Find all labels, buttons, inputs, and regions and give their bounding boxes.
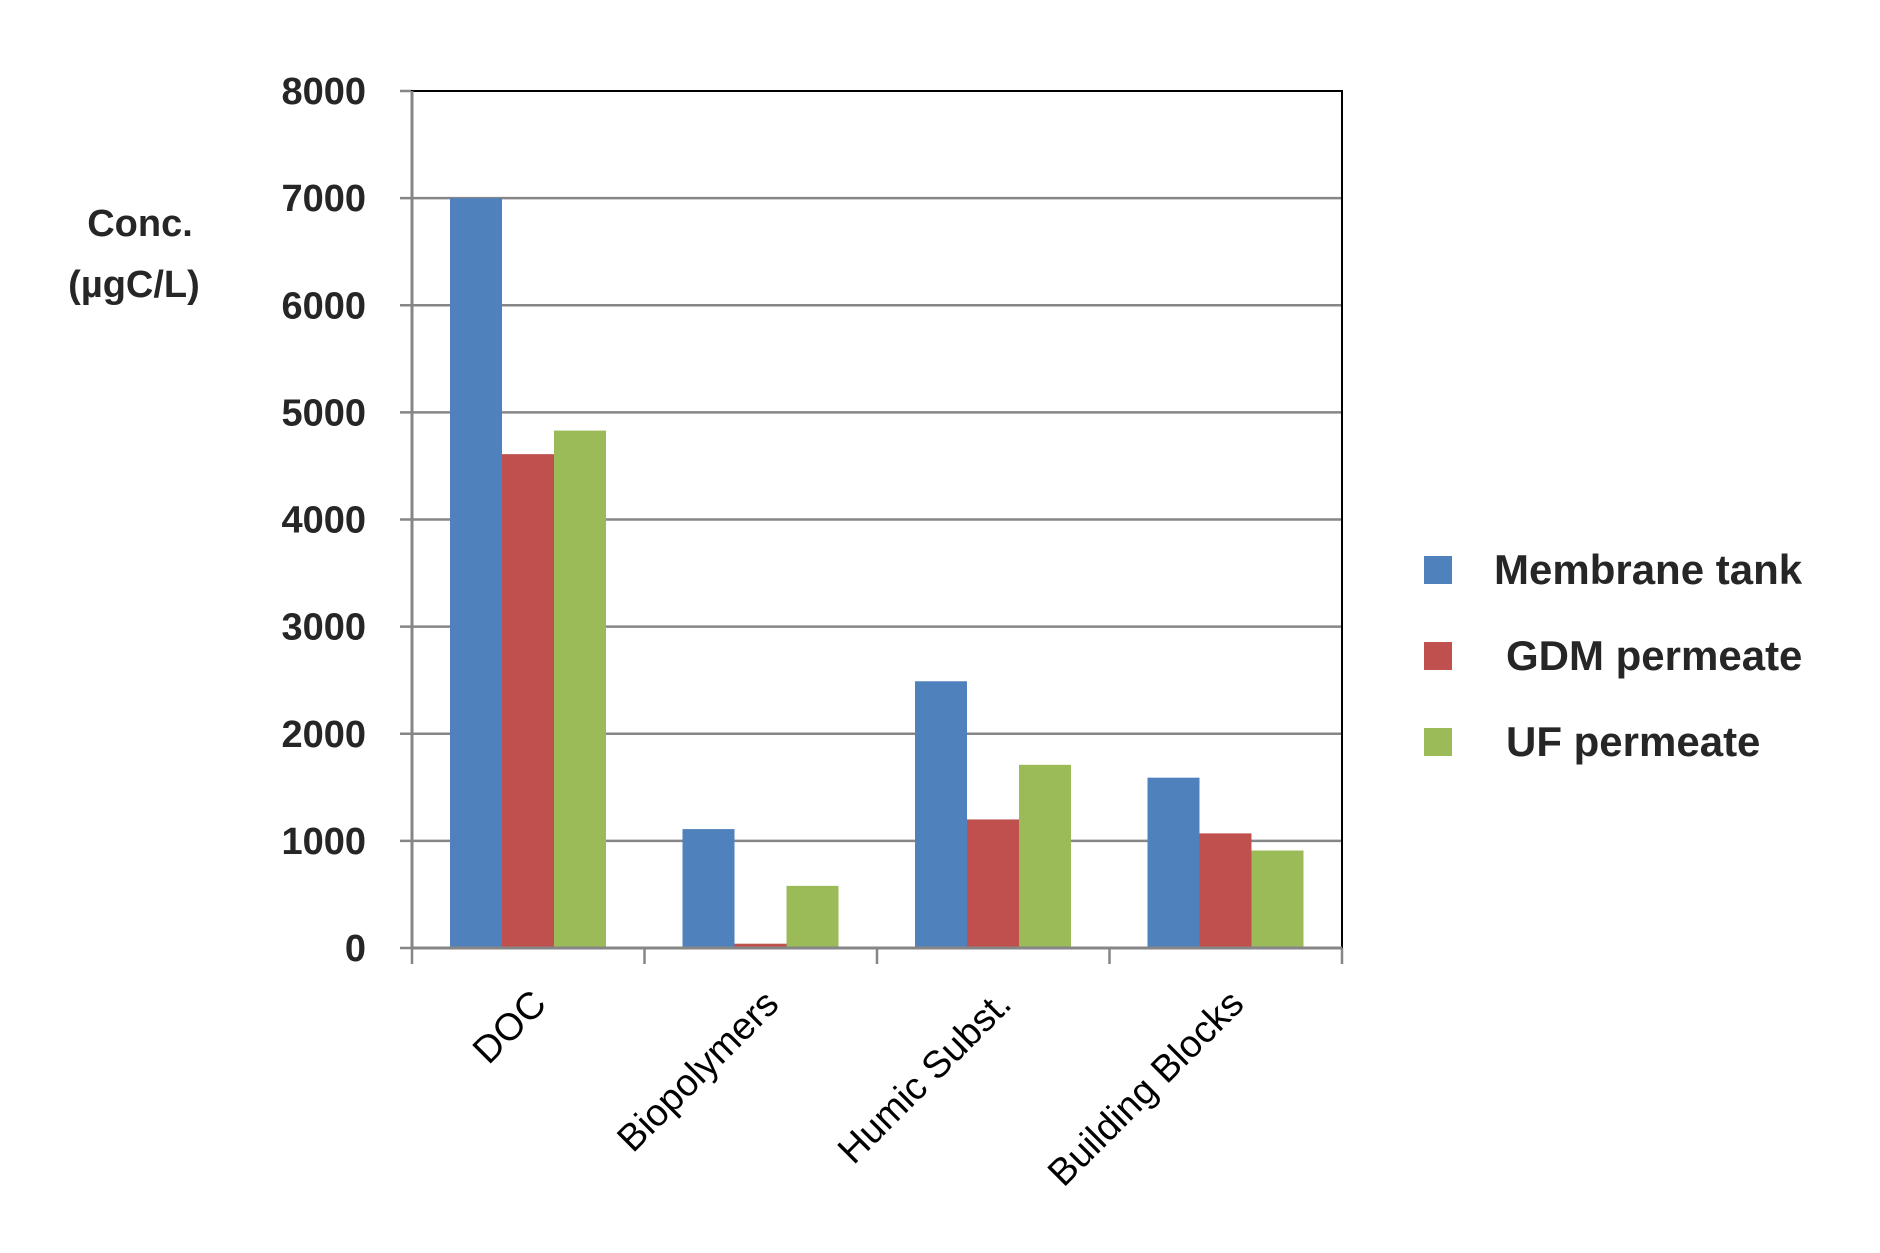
x-tick-label: Building Blocks	[1040, 983, 1252, 1195]
y-tick-label: 3000	[281, 607, 366, 649]
y-tick-label: 7000	[281, 178, 366, 220]
bar-uf-permeate-building-blocks	[1251, 850, 1304, 948]
legend-label: GDM permeate	[1506, 632, 1802, 679]
x-tick-label: Biopolymers	[610, 983, 788, 1161]
legend: Membrane tank GDM permeate UF permeate	[1424, 546, 1803, 765]
bar-uf-permeate-humic-subst	[1019, 764, 1071, 948]
y-axis-label: Conc. (µgC/L)	[68, 203, 200, 306]
legend-swatch	[1424, 642, 1452, 670]
y-tick-label: 1000	[281, 821, 366, 863]
x-tick-label: Humic Subst.	[830, 983, 1019, 1172]
y-tick-label: 4000	[281, 500, 366, 542]
bar-gdm-permeate-humic-subst	[967, 819, 1019, 948]
y-axis-label-line-1: Conc.	[87, 203, 193, 245]
legend-swatch	[1424, 556, 1452, 584]
bar-gdm-permeate-doc	[502, 454, 554, 948]
bar-uf-permeate-doc	[554, 430, 606, 948]
y-tick-label: 6000	[281, 285, 366, 327]
legend-label: UF permeate	[1506, 718, 1760, 765]
x-tick-labels: DOC Biopolymers Humic Subst. Building Block…	[465, 983, 1252, 1195]
bar-gdm-permeate-building-blocks	[1199, 833, 1252, 948]
y-tick-labels: 0 1000 2000 3000 4000 5000 6000 7000 8000	[281, 71, 366, 970]
bars	[450, 198, 1304, 948]
legend-swatch	[1424, 728, 1452, 756]
bar-uf-permeate-biopolymers	[786, 885, 839, 948]
y-tick-label: 2000	[281, 714, 366, 756]
y-tick-label: 8000	[281, 71, 366, 113]
y-tick-label: 5000	[281, 392, 366, 434]
bar-membrane-tank-humic-subst	[915, 681, 967, 948]
bar-gdm-permeate-biopolymers	[734, 943, 787, 948]
bar-membrane-tank-building-blocks	[1147, 777, 1200, 948]
bar-membrane-tank-doc	[450, 198, 502, 948]
y-axis-label-line-2: (µgC/L)	[68, 264, 200, 306]
bar-membrane-tank-biopolymers	[682, 829, 735, 948]
y-tick-label: 0	[345, 928, 366, 970]
legend-label: Membrane tank	[1494, 546, 1803, 593]
x-tick-marks	[410, 948, 1344, 964]
x-tick-label: DOC	[465, 983, 554, 1072]
